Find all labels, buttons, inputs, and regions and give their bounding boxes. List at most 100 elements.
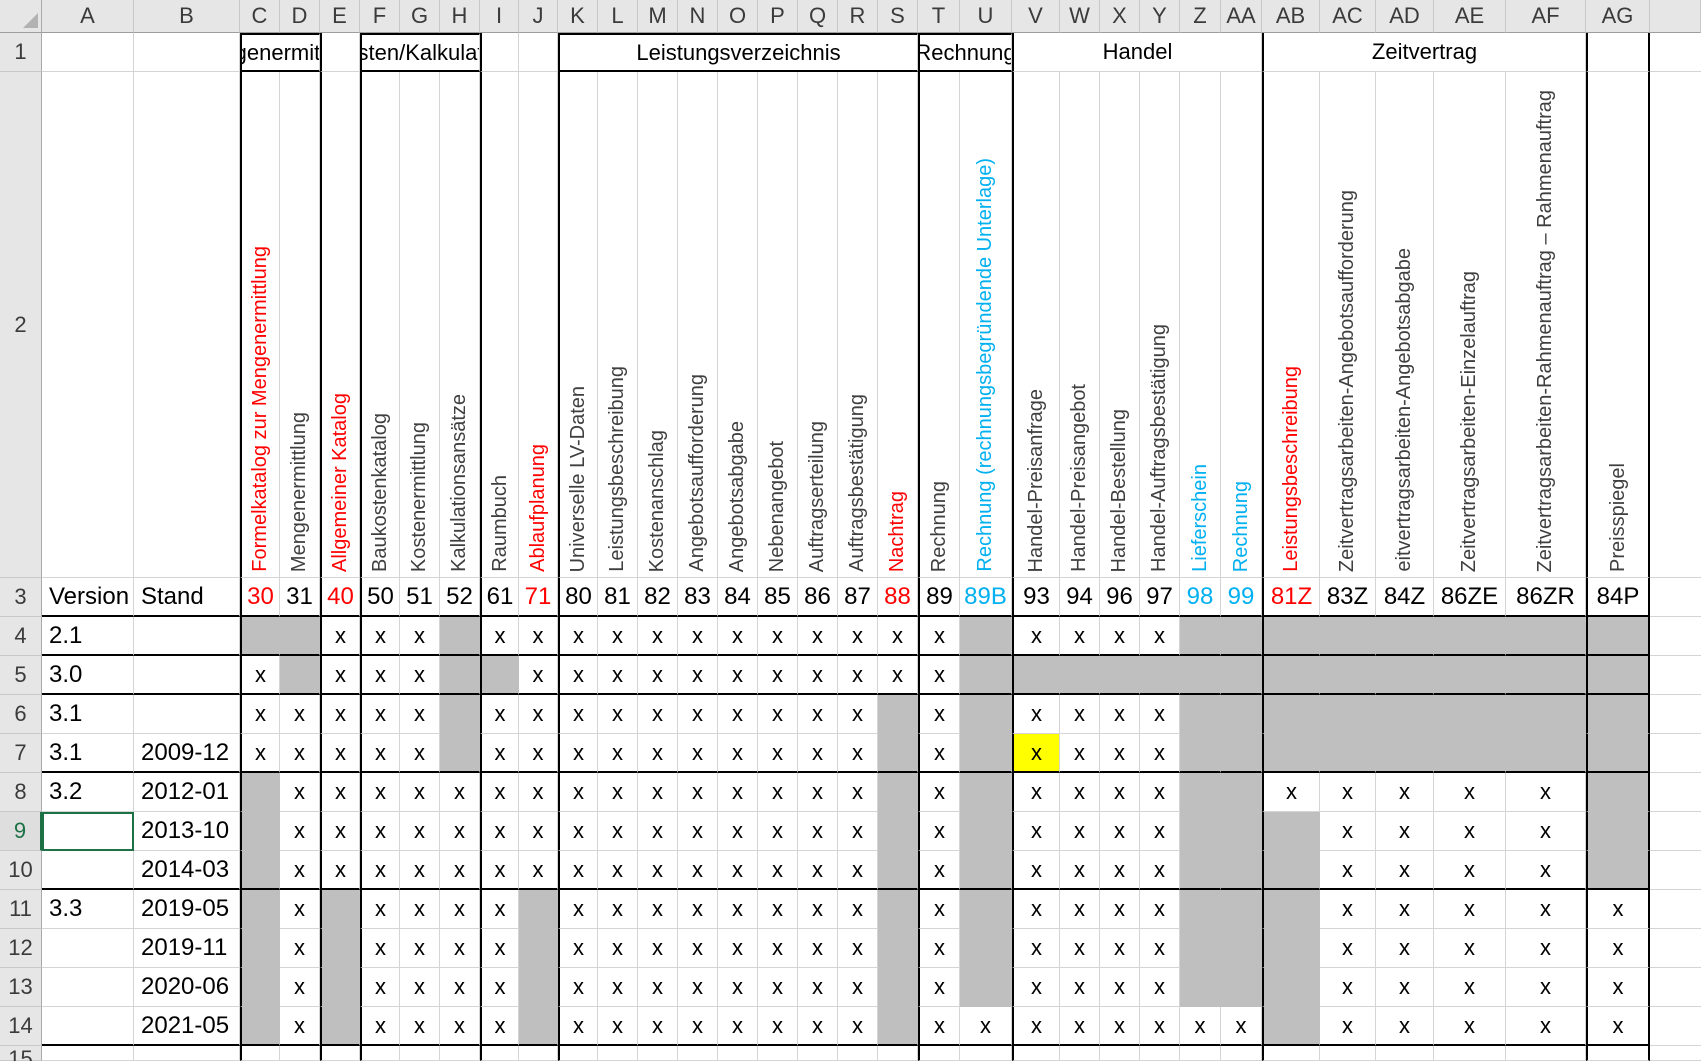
cell-K14[interactable]: x: [558, 1007, 598, 1046]
column-header-Y[interactable]: Y: [1140, 0, 1180, 33]
cell-AB14[interactable]: [1262, 1007, 1320, 1046]
cell-B14[interactable]: 2021-05: [134, 1007, 240, 1046]
column-header-N[interactable]: N: [678, 0, 718, 33]
cell-AD2[interactable]: eitvertragsarbeiten-Angebotsabgabe: [1376, 72, 1434, 578]
cell-O10[interactable]: x: [718, 851, 758, 890]
cell-AG9[interactable]: [1586, 812, 1650, 851]
cell-R12[interactable]: x: [838, 929, 878, 968]
cell-P6[interactable]: x: [758, 695, 798, 734]
cell-V5[interactable]: [1012, 656, 1060, 695]
cell-L15[interactable]: [598, 1046, 638, 1061]
column-header-H[interactable]: H: [440, 0, 480, 33]
cell-Y9[interactable]: x: [1140, 812, 1180, 851]
cell-I12[interactable]: x: [480, 929, 519, 968]
cell-AC8[interactable]: x: [1320, 773, 1376, 812]
cell-AA8[interactable]: [1221, 773, 1262, 812]
cell-AF13[interactable]: x: [1506, 968, 1586, 1007]
cell-G4[interactable]: x: [400, 617, 440, 656]
cell-AE6[interactable]: [1434, 695, 1506, 734]
cell-M14[interactable]: x: [638, 1007, 678, 1046]
cell-P14[interactable]: x: [758, 1007, 798, 1046]
cell-W4[interactable]: x: [1060, 617, 1100, 656]
cell-L11[interactable]: x: [598, 890, 638, 929]
cell-AB13[interactable]: [1262, 968, 1320, 1007]
cell-Y10[interactable]: x: [1140, 851, 1180, 890]
row-header-6[interactable]: 6: [0, 695, 42, 734]
cell-H2[interactable]: Kalkulationsansätze: [440, 72, 480, 578]
cell-H4[interactable]: [440, 617, 480, 656]
cell-J6[interactable]: x: [519, 695, 558, 734]
cell-B15[interactable]: [134, 1046, 240, 1061]
cell-P10[interactable]: x: [758, 851, 798, 890]
cell-S9[interactable]: [878, 812, 918, 851]
cell-Q6[interactable]: x: [798, 695, 838, 734]
cell-AG15[interactable]: [1586, 1046, 1650, 1061]
cell-B7[interactable]: 2009-12: [134, 734, 240, 773]
cell-I15[interactable]: [480, 1046, 519, 1061]
cell-AB8[interactable]: x: [1262, 773, 1320, 812]
cell-Q10[interactable]: x: [798, 851, 838, 890]
cell-AB15[interactable]: [1262, 1046, 1320, 1061]
cell-P7[interactable]: x: [758, 734, 798, 773]
cell-B4[interactable]: [134, 617, 240, 656]
cell-B13[interactable]: 2020-06: [134, 968, 240, 1007]
cell-T10[interactable]: x: [918, 851, 960, 890]
cell-AF9[interactable]: x: [1506, 812, 1586, 851]
cell-C10[interactable]: [240, 851, 280, 890]
cell-J1[interactable]: [519, 33, 558, 72]
cell-G14[interactable]: x: [400, 1007, 440, 1046]
cell-G6[interactable]: x: [400, 695, 440, 734]
cell-C12[interactable]: [240, 929, 280, 968]
cell-U12[interactable]: [960, 929, 1012, 968]
cell-P5[interactable]: x: [758, 656, 798, 695]
cell-T12[interactable]: x: [918, 929, 960, 968]
cell-D14[interactable]: x: [280, 1007, 320, 1046]
cell-Z14[interactable]: x: [1180, 1007, 1221, 1046]
cell-Z12[interactable]: [1180, 929, 1221, 968]
cell-R6[interactable]: x: [838, 695, 878, 734]
cell-Y12[interactable]: x: [1140, 929, 1180, 968]
cell-Y6[interactable]: x: [1140, 695, 1180, 734]
cell-AG14[interactable]: x: [1586, 1007, 1650, 1046]
cell-R13[interactable]: x: [838, 968, 878, 1007]
cell-W8[interactable]: x: [1060, 773, 1100, 812]
cell-L9[interactable]: x: [598, 812, 638, 851]
cell-J5[interactable]: x: [519, 656, 558, 695]
cell-AD14[interactable]: x: [1376, 1007, 1434, 1046]
cell-M2[interactable]: Kostenanschlag: [638, 72, 678, 578]
cell-A10[interactable]: [42, 851, 134, 890]
cell-X15[interactable]: [1100, 1046, 1140, 1061]
cell-P15[interactable]: [758, 1046, 798, 1061]
cell-A8[interactable]: 3.2: [42, 773, 134, 812]
cell-F4[interactable]: x: [360, 617, 400, 656]
cell-Q13[interactable]: x: [798, 968, 838, 1007]
cell-R2[interactable]: Auftragsbestätigung: [838, 72, 878, 578]
cell-J11[interactable]: [519, 890, 558, 929]
row-header-13[interactable]: 13: [0, 968, 42, 1007]
row-header-4[interactable]: 4: [0, 617, 42, 656]
cell-L8[interactable]: x: [598, 773, 638, 812]
cell-R7[interactable]: x: [838, 734, 878, 773]
cell-E10[interactable]: x: [320, 851, 360, 890]
cell-V12[interactable]: x: [1012, 929, 1060, 968]
row-header-15[interactable]: 15: [0, 1046, 42, 1061]
column-header-L[interactable]: L: [598, 0, 638, 33]
cell-V14[interactable]: x: [1012, 1007, 1060, 1046]
cell-T11[interactable]: x: [918, 890, 960, 929]
column-header-AF[interactable]: AF: [1506, 0, 1586, 33]
cell-X8[interactable]: x: [1100, 773, 1140, 812]
cell-P12[interactable]: x: [758, 929, 798, 968]
cell-W13[interactable]: x: [1060, 968, 1100, 1007]
cell-H5[interactable]: [440, 656, 480, 695]
cell-U7[interactable]: [960, 734, 1012, 773]
column-header-V[interactable]: V: [1012, 0, 1060, 33]
cell-Q5[interactable]: x: [798, 656, 838, 695]
cell-N5[interactable]: x: [678, 656, 718, 695]
cell-P11[interactable]: x: [758, 890, 798, 929]
cell-T8[interactable]: x: [918, 773, 960, 812]
cell-H6[interactable]: [440, 695, 480, 734]
cell-F13[interactable]: x: [360, 968, 400, 1007]
cell-D7[interactable]: x: [280, 734, 320, 773]
cell-B12[interactable]: 2019-11: [134, 929, 240, 968]
cell-I4[interactable]: x: [480, 617, 519, 656]
